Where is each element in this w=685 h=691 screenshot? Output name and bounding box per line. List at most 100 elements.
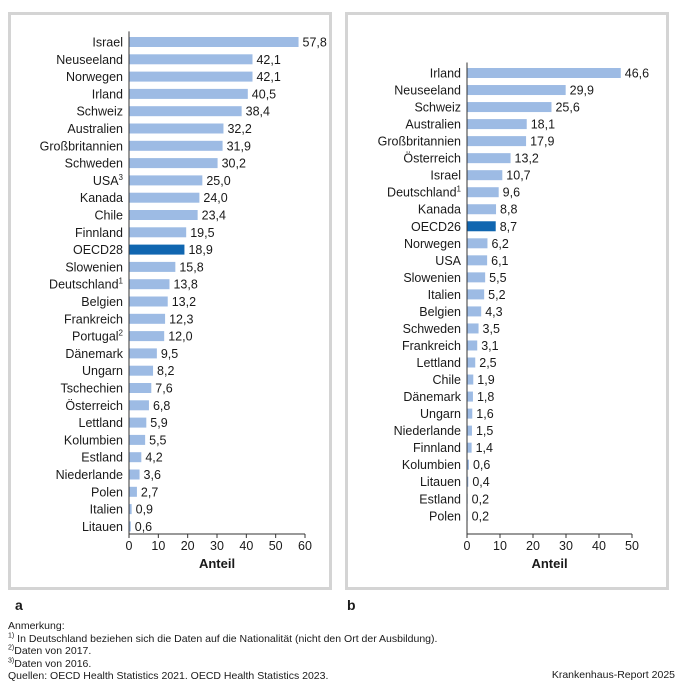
category-label: Polen xyxy=(91,485,123,499)
category-label: Israel xyxy=(430,169,461,183)
bar-norwegen xyxy=(467,238,488,249)
category-label: Irland xyxy=(430,67,461,81)
bar-tschechien xyxy=(129,383,152,393)
report-label: Krankenhaus-Report 2025 xyxy=(551,669,675,681)
bar-großbritannien xyxy=(467,136,527,147)
category-label: Estland xyxy=(419,492,461,506)
value-label: 6,8 xyxy=(153,399,170,413)
value-label: 3,5 xyxy=(483,322,500,336)
category-label: Estland xyxy=(81,451,123,465)
value-label: 6,2 xyxy=(491,237,508,251)
value-label: 13,8 xyxy=(173,278,197,292)
value-label: 19,5 xyxy=(190,226,214,240)
value-label: 12,3 xyxy=(169,312,193,326)
value-label: 46,6 xyxy=(625,67,649,81)
value-label: 24,0 xyxy=(203,191,227,205)
x-tick-label: 0 xyxy=(464,539,471,553)
bar-frankreich xyxy=(129,313,166,324)
category-label: Neuseeland xyxy=(394,84,461,98)
bar-lettland xyxy=(129,417,147,428)
category-label: Großbritannien xyxy=(378,135,461,149)
value-label: 8,7 xyxy=(500,220,517,234)
category-label: Norwegen xyxy=(404,237,461,251)
category-label: OECD26 xyxy=(411,220,461,234)
value-label: 38,4 xyxy=(246,105,270,119)
value-label: 25,0 xyxy=(206,174,230,188)
category-label: Finnland xyxy=(413,441,461,455)
value-label: 4,3 xyxy=(485,305,502,319)
category-label: Italien xyxy=(428,288,461,302)
footnote-1: 1) In Deutschland beziehen sich die Date… xyxy=(8,632,438,645)
x-axis-title: Anteil xyxy=(531,556,567,571)
category-label: Lettland xyxy=(79,416,124,430)
bar-oecd26 xyxy=(467,221,496,232)
x-tick-label: 30 xyxy=(210,539,224,553)
category-label: Dänemark xyxy=(65,347,123,361)
category-label: Kanada xyxy=(418,203,461,217)
bar-norwegen xyxy=(129,71,253,82)
category-label: Irland xyxy=(92,87,123,101)
bar-oecd28 xyxy=(129,244,185,255)
bar-kanada xyxy=(129,192,200,203)
bar-schweiz xyxy=(467,102,552,113)
footnote-2: 2)Daten von 2017. xyxy=(8,644,92,658)
bar-usa xyxy=(129,175,203,186)
x-tick-label: 40 xyxy=(239,539,253,553)
x-tick-label: 20 xyxy=(526,539,540,553)
category-label: Österreich xyxy=(403,152,461,166)
bar-irland xyxy=(467,68,621,78)
value-label: 1,9 xyxy=(477,373,494,387)
value-label: 5,5 xyxy=(489,271,506,285)
value-label: 29,9 xyxy=(570,84,594,98)
x-tick-label: 50 xyxy=(625,539,639,553)
category-label: Israel xyxy=(92,36,123,50)
x-tick-label: 10 xyxy=(151,539,165,553)
category-label: Norwegen xyxy=(66,70,123,84)
bar-estland xyxy=(129,452,142,463)
bar-neuseeland xyxy=(467,85,566,96)
bar-israel xyxy=(129,37,299,47)
panel-label-a: a xyxy=(15,597,23,613)
category-label: Slowenien xyxy=(403,271,461,285)
bar-kolumbien xyxy=(467,459,469,470)
bar-belgien xyxy=(467,306,482,317)
category-label: Schweiz xyxy=(414,101,461,115)
value-label: 18,1 xyxy=(531,118,555,132)
value-label: 13,2 xyxy=(515,152,539,166)
x-tick-label: 20 xyxy=(181,539,195,553)
value-label: 17,9 xyxy=(530,135,554,149)
x-tick-label: 30 xyxy=(559,539,573,553)
bar-kanada xyxy=(467,204,497,215)
bar-österreich xyxy=(467,153,511,164)
x-tick-label: 40 xyxy=(592,539,606,553)
bar-italien xyxy=(129,504,132,515)
bar-deutschland xyxy=(129,279,170,290)
category-label: Italien xyxy=(90,503,123,517)
category-label: Dänemark xyxy=(403,390,461,404)
category-label: Tschechien xyxy=(60,382,123,396)
bar-ungarn xyxy=(467,408,473,419)
bar-schweden xyxy=(467,323,479,334)
bar-polen xyxy=(129,486,137,497)
value-label: 5,5 xyxy=(149,433,166,447)
footnotes-title: Anmerkung: xyxy=(8,620,65,632)
category-label: Ungarn xyxy=(82,364,123,378)
value-label: 2,7 xyxy=(141,485,158,499)
category-label: Litauen xyxy=(82,520,123,534)
value-label: 57,8 xyxy=(303,36,327,50)
bar-usa xyxy=(467,255,488,266)
bar-portugal xyxy=(129,331,165,342)
bar-irland xyxy=(129,88,248,99)
panel-a: Israel 57,8 Neuseeland 42,1 Norwegen 42,1 Irla… xyxy=(8,12,332,590)
value-label: 12,0 xyxy=(168,330,192,344)
value-label: 0,6 xyxy=(135,520,152,534)
value-label: 0,9 xyxy=(136,503,153,517)
bar-niederlande xyxy=(467,425,472,436)
x-axis-title: Anteil xyxy=(199,556,235,571)
value-label: 1,4 xyxy=(476,441,493,455)
bar-chile xyxy=(467,374,474,385)
x-tick-label: 50 xyxy=(269,539,283,553)
x-tick-label: 60 xyxy=(298,539,312,553)
panel-b: Irland 46,6 Neuseeland 29,9 Schweiz 25,6 Austr… xyxy=(345,12,669,590)
category-label: Kolumbien xyxy=(402,458,461,472)
